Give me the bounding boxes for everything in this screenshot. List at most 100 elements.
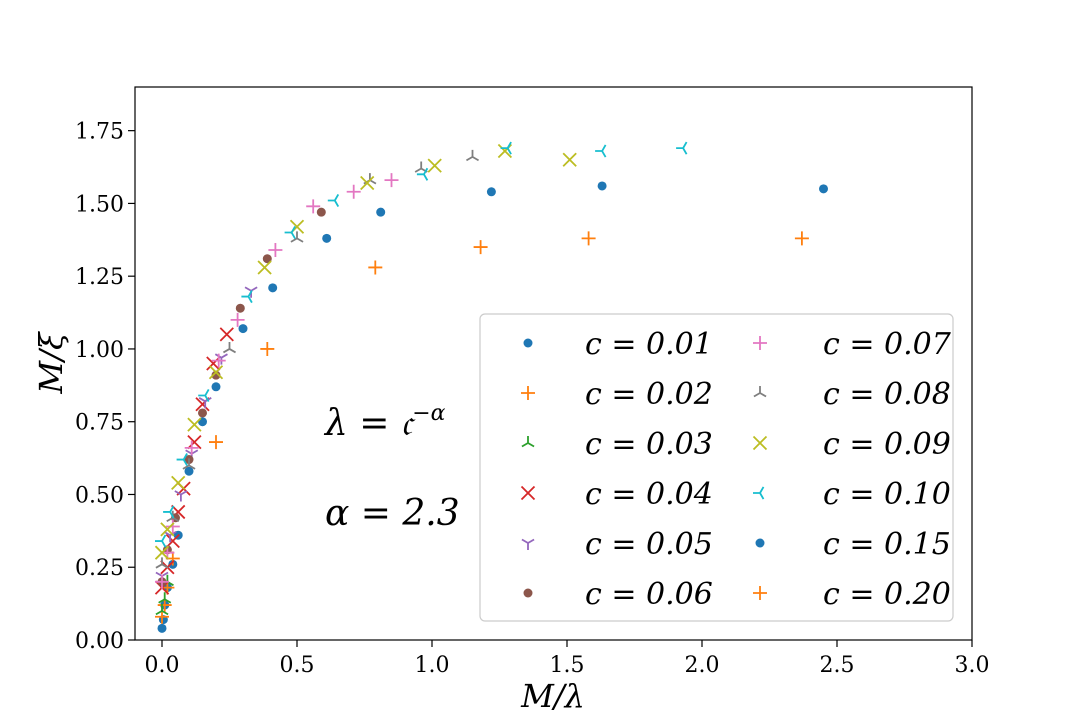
data-point-shape (211, 370, 221, 380)
legend-label: c = 0.05 (585, 527, 713, 562)
data-point-shape (211, 382, 221, 392)
data-point (595, 144, 607, 158)
data-point (794, 231, 809, 246)
data-point-shape (819, 184, 828, 194)
legend-item: c = 0.09 (752, 427, 951, 462)
legend-frame (479, 313, 954, 622)
legend-label: c = 0.02 (585, 377, 713, 412)
data-point (163, 505, 175, 519)
data-point-shape (416, 167, 429, 181)
legend-label: c = 0.03 (585, 427, 713, 462)
legend-marker (755, 538, 765, 548)
legend-marker (520, 485, 536, 501)
annotation-alpha: α = 2.3 (325, 493, 460, 534)
x-axis-ticks: 0.0 0.5 1.0 1.5 2.0 2.5 3.0 (145, 640, 990, 678)
data-point-shape (155, 557, 169, 569)
data-point (176, 453, 188, 467)
legend-marker (752, 435, 768, 451)
data-point (306, 199, 321, 214)
y-tick-label: 0.75 (75, 411, 124, 436)
data-point-shape (154, 534, 167, 548)
data-point-shape (268, 283, 278, 293)
data-point-shape (376, 207, 386, 217)
data-point (209, 435, 223, 450)
data-point-shape (322, 233, 332, 243)
legend-item: c = 0.01 (523, 327, 713, 362)
data-point (581, 231, 596, 246)
data-point-shape (157, 623, 167, 633)
legend-label: c = 0.07 (823, 327, 952, 362)
data-point-shape (465, 149, 480, 162)
data-point-shape (187, 434, 202, 450)
data-point-shape (360, 175, 375, 191)
legend-marker (753, 486, 765, 500)
data-point-shape (184, 440, 199, 455)
data-point-shape (235, 303, 245, 313)
data-point (316, 207, 326, 217)
series-0.10 (154, 141, 688, 548)
data-point (160, 522, 175, 537)
data-point-shape (500, 141, 512, 155)
legend-label: c = 0.08 (823, 377, 951, 412)
data-point (416, 167, 429, 181)
legend-marker-shape (520, 485, 536, 501)
data-point-shape (562, 152, 577, 167)
data-point (198, 389, 210, 403)
legend-marker-shape (753, 486, 765, 500)
legend-label: c = 0.10 (823, 477, 951, 512)
y-tick-label: 0.50 (75, 483, 124, 508)
legend-marker-shape (521, 538, 535, 550)
x-tick-label: 3.0 (955, 653, 990, 678)
legend-marker-shape (523, 338, 533, 348)
y-axis-ticks: 0.00 0.25 0.50 0.75 1.00 1.25 1.50 1.75 (75, 120, 135, 654)
data-point (268, 242, 283, 257)
legend-label: c = 0.20 (823, 577, 951, 612)
data-point (211, 370, 221, 380)
legend-item: c = 0.07 (753, 327, 952, 362)
data-point (562, 152, 577, 167)
legend-marker (523, 338, 533, 348)
data-point (819, 184, 828, 194)
legend-item: c = 0.02 (521, 377, 713, 412)
legend-marker-shape (521, 386, 535, 400)
data-point-shape (346, 184, 361, 199)
data-point-shape (155, 574, 169, 589)
y-tick-label: 1.25 (75, 265, 124, 290)
legend-item: c = 0.06 (523, 577, 713, 612)
legend-item: c = 0.10 (753, 477, 951, 512)
data-point-shape (327, 193, 340, 208)
y-tick-label: 0.00 (75, 629, 124, 654)
data-point-shape (165, 519, 180, 534)
data-point (211, 353, 226, 368)
data-point-shape (262, 254, 272, 264)
legend-label: c = 0.06 (585, 577, 713, 612)
data-point (184, 440, 199, 455)
legend-marker-shape (521, 436, 535, 448)
legend-marker-shape (753, 586, 767, 600)
data-points (154, 141, 828, 633)
data-point-shape (198, 389, 210, 403)
data-point (211, 382, 221, 392)
data-point-shape (163, 505, 175, 519)
legend-marker-shape (753, 336, 767, 350)
data-point (157, 623, 167, 633)
data-point-shape (595, 144, 607, 158)
data-point-shape (182, 458, 196, 470)
data-point (257, 260, 272, 275)
x-tick-label: 2.0 (685, 653, 720, 678)
legend-item: c = 0.15 (755, 527, 951, 562)
data-point (268, 283, 278, 293)
data-point-shape (158, 592, 172, 604)
annotation-lambda-exponent: −α (412, 401, 445, 426)
data-point (235, 303, 245, 313)
data-point (473, 240, 488, 255)
data-point-shape (241, 290, 253, 304)
data-point-shape (290, 231, 304, 243)
data-point (184, 466, 194, 476)
legend-marker (521, 538, 535, 550)
data-point (238, 324, 248, 334)
legend-items: c = 0.01 c = 0.02 c = 0.03 c = 0.04 c = 0.05… (520, 327, 952, 612)
axes-frame (134, 86, 973, 641)
x-tick-label: 1.0 (415, 653, 450, 678)
y-axis-label: M/ξ (32, 331, 70, 395)
